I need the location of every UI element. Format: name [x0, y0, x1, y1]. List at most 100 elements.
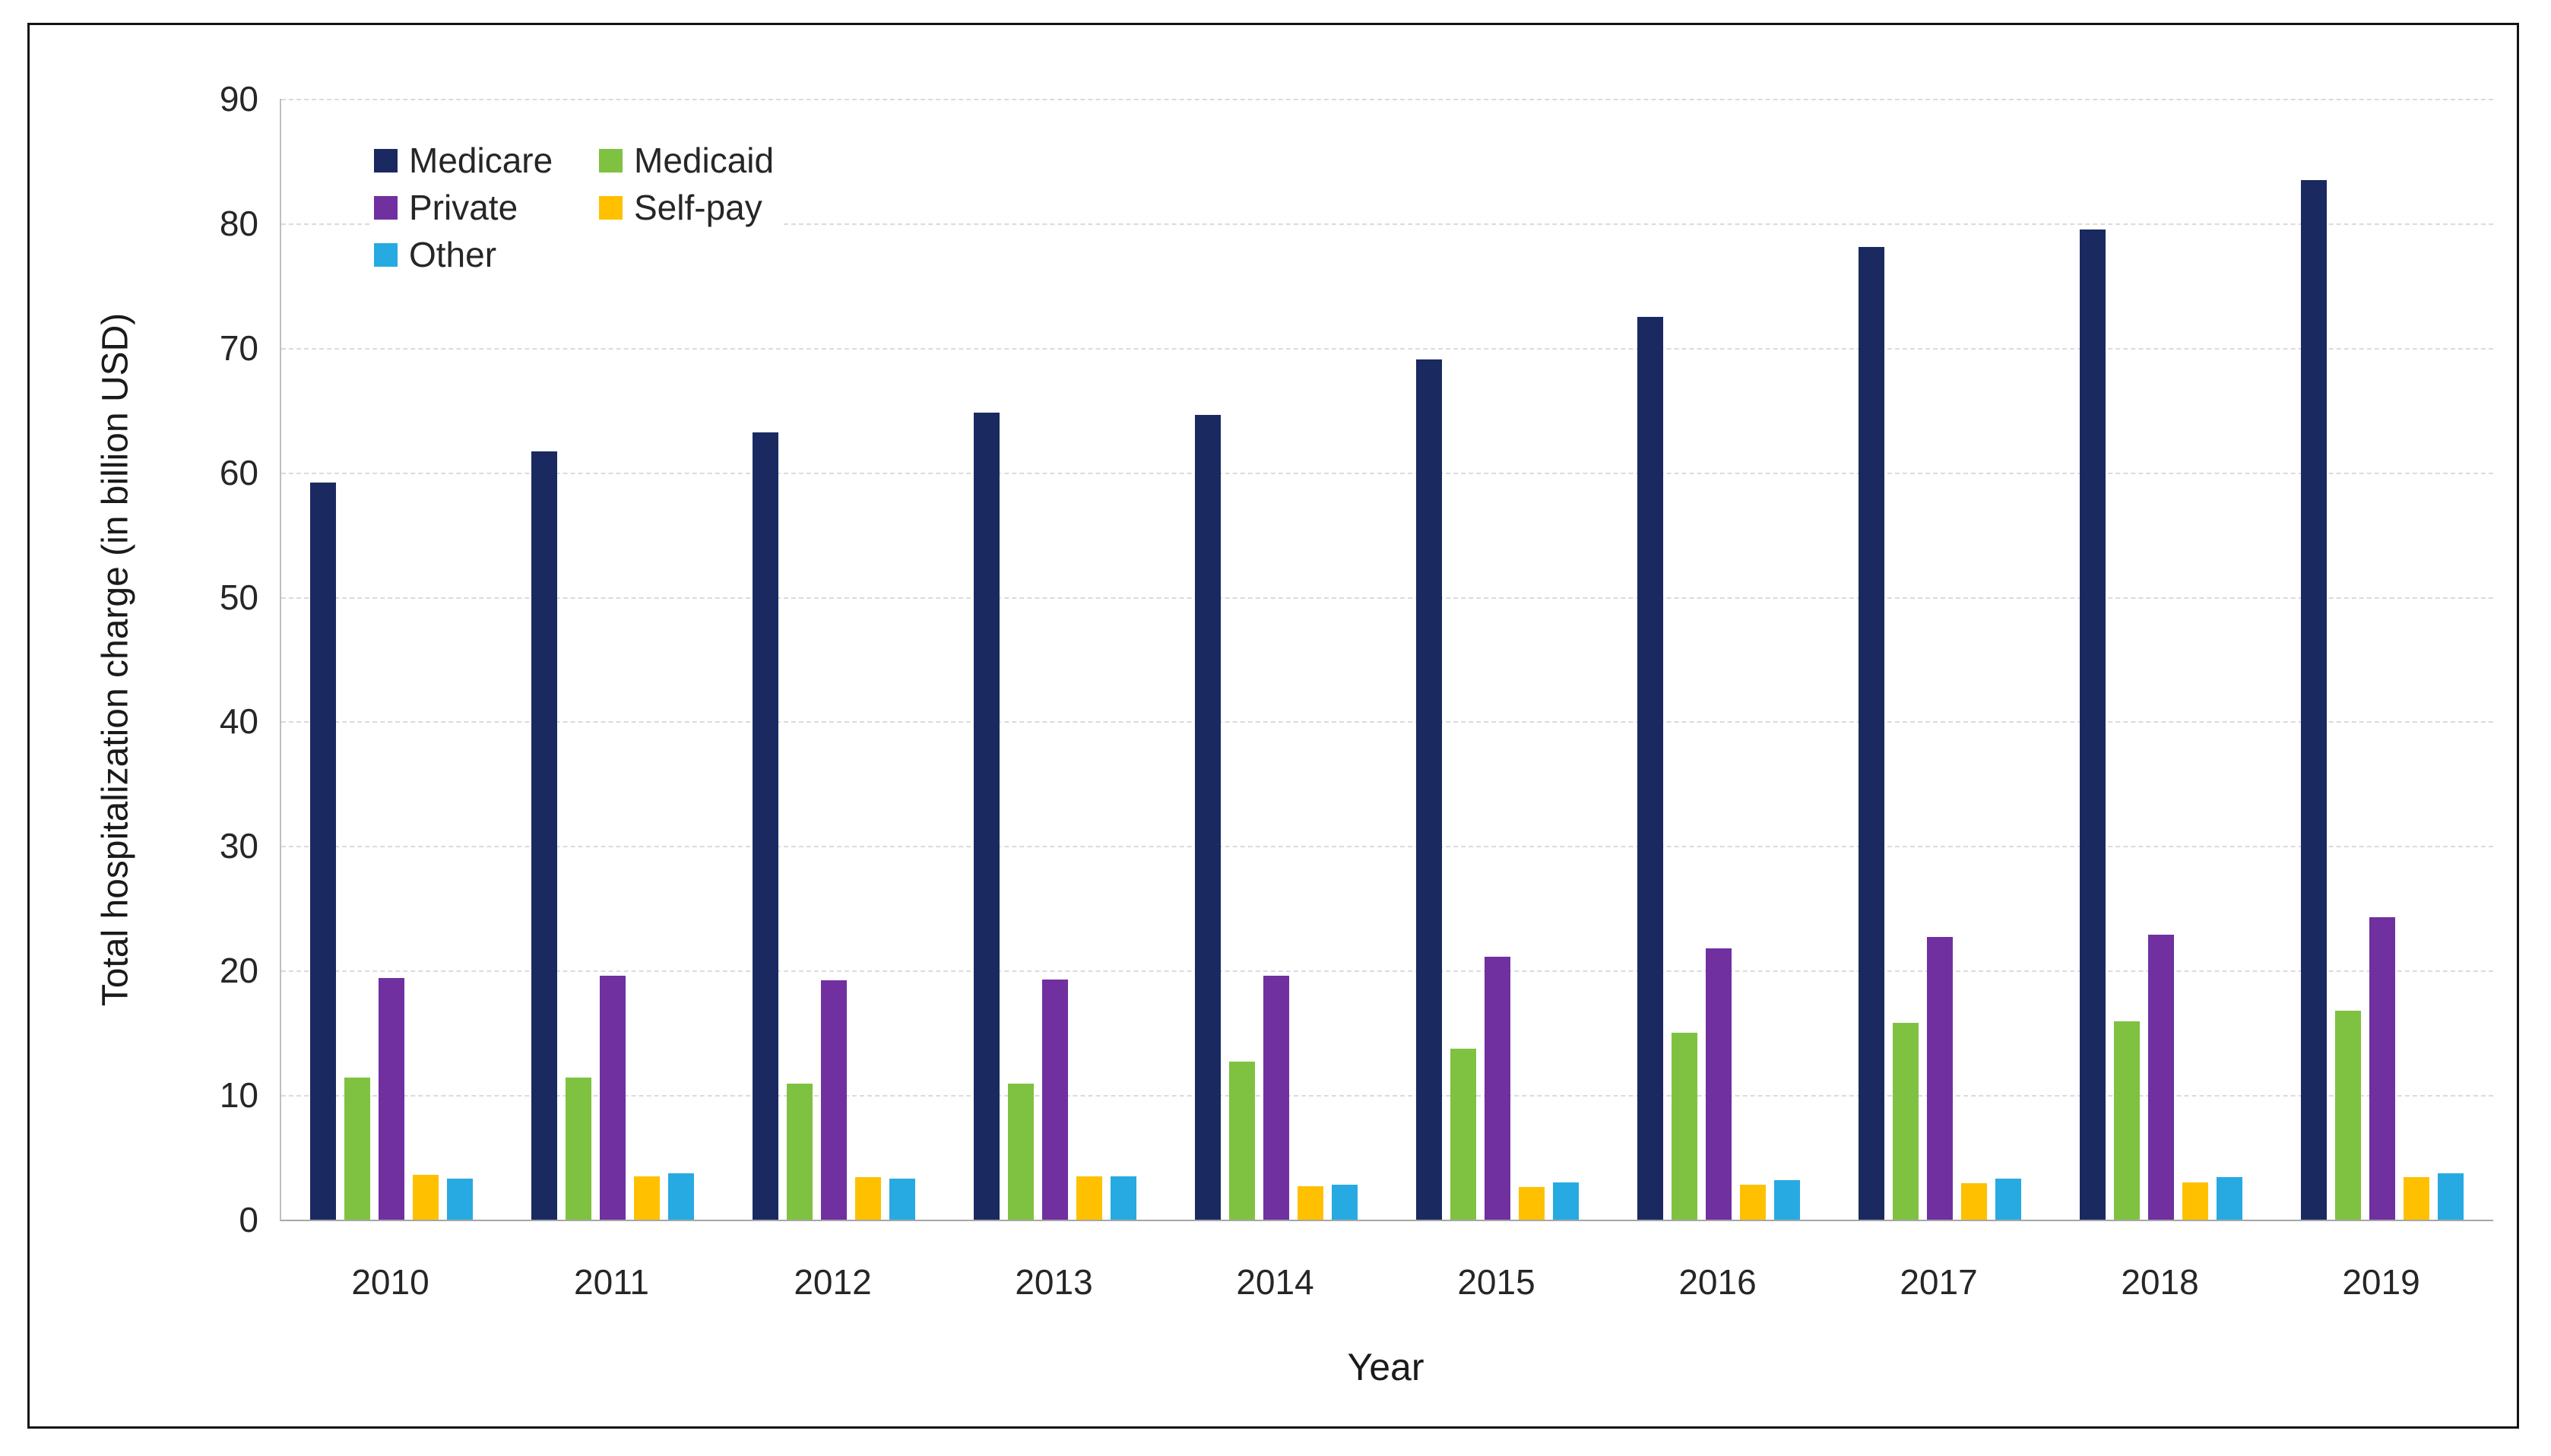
- gridline-y-40: [281, 721, 2493, 723]
- x-tick-label-2017: 2017: [1900, 1262, 1978, 1302]
- legend-row: Private Self-pay: [374, 184, 774, 231]
- bar-medicaid-2019: [2335, 1010, 2361, 1220]
- gridline-y-50: [281, 597, 2493, 599]
- legend-item-medicare: Medicare: [374, 137, 599, 184]
- legend-label-medicare: Medicare: [409, 141, 553, 180]
- bar-medicare-2018: [2080, 229, 2106, 1220]
- x-tick-label-2018: 2018: [2121, 1262, 2199, 1302]
- gridline-y-20: [281, 970, 2493, 973]
- bar-other-2012: [889, 1178, 915, 1220]
- bar-self-pay-2013: [1076, 1176, 1102, 1220]
- bar-medicaid-2017: [1893, 1023, 1919, 1220]
- gridline-y-60: [281, 472, 2493, 474]
- legend-label-self-pay: Self-pay: [634, 188, 762, 227]
- legend-label-other: Other: [409, 235, 497, 274]
- bar-other-2017: [1995, 1178, 2021, 1220]
- bar-self-pay-2018: [2182, 1182, 2208, 1220]
- y-axis-title: Total hospitalization charge (in billion…: [95, 312, 136, 1007]
- bar-self-pay-2015: [1519, 1187, 1545, 1220]
- legend: Medicare Medicaid Private Self-pay Other: [371, 134, 782, 281]
- bar-medicaid-2011: [566, 1078, 591, 1220]
- plot-area: [280, 99, 2493, 1221]
- legend-label-medicaid: Medicaid: [634, 141, 775, 180]
- y-tick-label-0: 0: [239, 1200, 258, 1239]
- y-tick-label-50: 50: [219, 577, 258, 617]
- legend-row: Medicare Medicaid: [374, 137, 774, 184]
- y-tick-label-60: 60: [219, 452, 258, 492]
- bar-medicaid-2013: [1008, 1084, 1034, 1220]
- legend-item-private: Private: [374, 184, 599, 231]
- bar-private-2019: [2369, 916, 2395, 1220]
- bar-other-2010: [447, 1178, 473, 1220]
- bar-self-pay-2014: [1298, 1185, 1323, 1220]
- bar-medicare-2011: [531, 451, 557, 1220]
- bar-other-2015: [1553, 1182, 1579, 1220]
- bar-private-2013: [1042, 979, 1068, 1220]
- x-tick-label-2010: 2010: [351, 1262, 429, 1302]
- y-tick-label-30: 30: [219, 826, 258, 866]
- legend-swatch-self-pay: [599, 195, 623, 220]
- bar-medicare-2013: [974, 413, 1000, 1220]
- legend-swatch-other: [374, 242, 398, 267]
- bar-private-2017: [1927, 936, 1953, 1220]
- bar-self-pay-2010: [413, 1175, 439, 1220]
- bar-private-2018: [2148, 934, 2174, 1220]
- figure-border: [27, 23, 2519, 1429]
- x-tick-label-2015: 2015: [1457, 1262, 1535, 1302]
- bar-other-2018: [2217, 1177, 2242, 1220]
- bar-medicaid-2014: [1229, 1061, 1255, 1220]
- bar-private-2012: [821, 980, 847, 1220]
- bar-medicaid-2018: [2114, 1021, 2140, 1220]
- bar-other-2011: [668, 1173, 694, 1220]
- gridline-y-10: [281, 1095, 2493, 1097]
- bar-private-2011: [600, 975, 626, 1220]
- gridline-y-30: [281, 846, 2493, 848]
- bar-medicare-2015: [1416, 359, 1442, 1220]
- x-tick-label-2019: 2019: [2342, 1262, 2420, 1302]
- bar-private-2014: [1263, 975, 1289, 1220]
- legend-label-private: Private: [409, 188, 518, 227]
- bar-other-2014: [1332, 1185, 1358, 1220]
- legend-swatch-medicaid: [599, 148, 623, 173]
- bar-self-pay-2016: [1740, 1185, 1766, 1220]
- legend-item-self-pay: Self-pay: [599, 184, 762, 231]
- y-tick-label-90: 90: [219, 79, 258, 119]
- gridline-y-80: [281, 223, 2493, 225]
- x-axis-title: Year: [1347, 1346, 1424, 1388]
- bar-medicaid-2015: [1450, 1049, 1476, 1220]
- legend-swatch-private: [374, 195, 398, 220]
- y-tick-label-10: 10: [219, 1075, 258, 1116]
- legend-item-medicaid: Medicaid: [599, 137, 774, 184]
- bar-medicare-2017: [1859, 247, 1884, 1220]
- x-tick-label-2016: 2016: [1678, 1262, 1757, 1302]
- gridline-y-90: [281, 99, 2493, 100]
- x-tick-label-2013: 2013: [1015, 1262, 1093, 1302]
- bar-self-pay-2019: [2404, 1177, 2429, 1220]
- bar-medicare-2012: [753, 432, 778, 1220]
- legend-item-other: Other: [374, 231, 599, 278]
- bar-medicare-2016: [1637, 316, 1663, 1220]
- legend-row: Other: [374, 231, 774, 278]
- bar-other-2013: [1111, 1176, 1136, 1220]
- bar-self-pay-2017: [1961, 1183, 1987, 1220]
- bar-private-2015: [1485, 957, 1510, 1220]
- bar-medicare-2010: [310, 482, 336, 1220]
- x-tick-label-2012: 2012: [794, 1262, 872, 1302]
- bar-self-pay-2012: [855, 1177, 881, 1220]
- x-tick-label-2014: 2014: [1236, 1262, 1314, 1302]
- bar-other-2019: [2438, 1173, 2464, 1220]
- x-tick-label-2011: 2011: [574, 1262, 649, 1302]
- bar-medicaid-2012: [787, 1084, 813, 1220]
- y-tick-label-40: 40: [219, 701, 258, 742]
- gridline-y-70: [281, 347, 2493, 350]
- bar-medicaid-2010: [344, 1078, 370, 1220]
- bar-self-pay-2011: [634, 1176, 660, 1220]
- bar-private-2010: [379, 978, 404, 1220]
- legend-swatch-medicare: [374, 148, 398, 173]
- bar-medicaid-2016: [1672, 1033, 1697, 1220]
- bar-medicare-2019: [2301, 179, 2327, 1220]
- bar-medicare-2014: [1195, 415, 1221, 1220]
- y-tick-label-70: 70: [219, 328, 258, 368]
- bar-private-2016: [1706, 948, 1732, 1220]
